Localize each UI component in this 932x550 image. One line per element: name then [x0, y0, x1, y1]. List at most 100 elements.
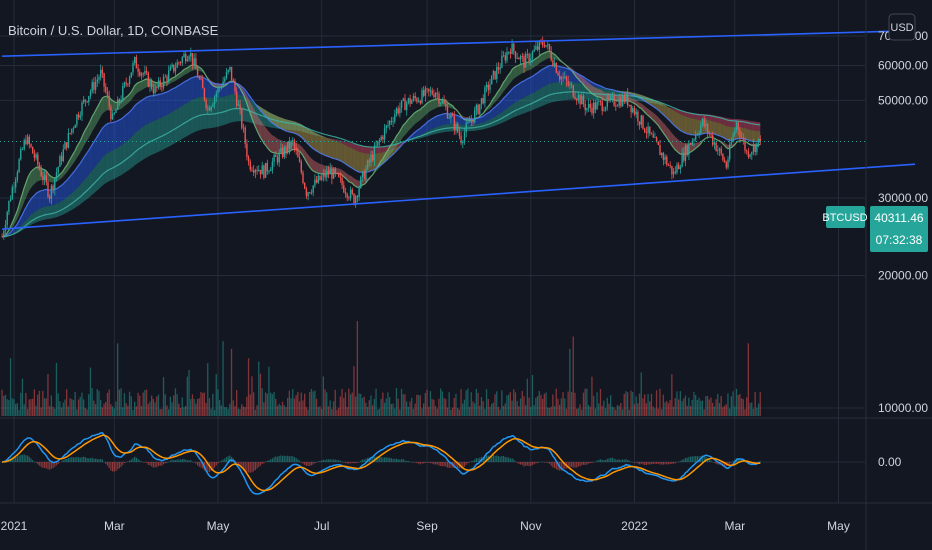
ribbon-segment	[177, 85, 179, 109]
channel-line[interactable]	[2, 163, 916, 230]
volume-bar	[361, 398, 364, 416]
ribbon-segment	[671, 109, 674, 125]
candle	[232, 78, 234, 82]
histogram-bar	[372, 457, 374, 462]
volume-bar	[292, 389, 294, 416]
ribbon-segment	[535, 72, 538, 92]
candle-body	[217, 87, 219, 94]
ribbon-segment	[155, 119, 157, 154]
candle-body	[230, 66, 233, 81]
candle	[191, 53, 194, 70]
candle-body	[615, 105, 617, 107]
candle-body	[633, 108, 636, 115]
histogram-bar	[30, 458, 32, 462]
candle	[118, 98, 121, 106]
volume-bar	[504, 403, 506, 416]
ribbon-segment	[320, 163, 322, 174]
ribbon-segment	[119, 145, 122, 177]
time-tick-label: Jul	[314, 519, 329, 533]
candle-body	[113, 112, 115, 115]
histogram-bar	[542, 461, 544, 463]
candle	[139, 68, 141, 78]
ribbon-segment	[270, 113, 273, 128]
ribbon-segment	[29, 199, 31, 217]
ribbon-segment	[663, 104, 666, 107]
candle	[198, 75, 200, 80]
candle-body	[523, 56, 525, 68]
candle-body	[372, 155, 374, 161]
histogram-bar	[679, 461, 681, 462]
ribbon-segment	[359, 145, 361, 153]
ribbon-segment	[413, 112, 416, 126]
candle-body	[309, 192, 311, 194]
candle	[598, 99, 600, 106]
currency-button[interactable]: USD	[888, 13, 916, 41]
candle-body	[402, 98, 404, 101]
currency-button-label[interactable]: USD	[890, 22, 913, 34]
volume-bar	[637, 403, 639, 416]
histogram-bar	[516, 462, 518, 463]
candle	[227, 69, 229, 75]
volume-bar	[181, 397, 183, 416]
currency-button-frame[interactable]	[888, 13, 916, 41]
ribbon-segment	[564, 81, 567, 101]
candle	[620, 93, 622, 108]
volume-bar	[615, 409, 617, 416]
candle	[610, 93, 612, 103]
ribbon-segment	[750, 120, 752, 131]
candle-body	[261, 165, 263, 175]
channel-line[interactable]	[2, 29, 916, 57]
candle	[603, 106, 605, 112]
histogram-bar	[407, 460, 409, 462]
histogram-bar	[547, 462, 549, 463]
candle	[615, 101, 617, 111]
candle-body	[698, 133, 700, 135]
ribbon-segment	[73, 189, 76, 209]
candle	[72, 126, 75, 134]
volume-bar	[553, 406, 556, 416]
volume-bar	[693, 391, 695, 416]
ribbon-segment	[741, 127, 744, 139]
histogram-bar	[588, 462, 590, 464]
candle	[411, 98, 413, 104]
volume-bar	[703, 409, 705, 416]
candle	[166, 74, 168, 87]
volume-bar	[230, 348, 233, 416]
volume-bar	[688, 397, 690, 416]
bar-countdown: 07:32:38	[876, 233, 923, 247]
candle	[110, 104, 112, 122]
ribbon-segment	[430, 118, 433, 130]
volume-bar	[236, 390, 238, 416]
histogram-bar	[433, 462, 435, 465]
ribbon-segment	[185, 80, 188, 104]
volume-bar	[25, 392, 27, 416]
ribbon-segment	[68, 194, 71, 212]
time-axis[interactable]: 2021 Mar May Jul Sep Nov 2022 Mar May	[1, 519, 850, 533]
ribbon-segment	[427, 120, 429, 132]
volume-bar	[593, 395, 595, 416]
histogram-bar	[582, 462, 585, 465]
histogram-bar	[88, 458, 90, 462]
candle	[77, 111, 80, 120]
histogram-bar	[601, 459, 603, 462]
ribbon-segment	[190, 99, 193, 134]
volume-bar	[287, 397, 289, 416]
candle	[550, 46, 552, 62]
candle	[79, 111, 81, 121]
histogram-bar	[426, 462, 428, 463]
histogram-bar	[324, 459, 326, 462]
candle	[562, 72, 564, 82]
histogram-bar	[112, 462, 114, 472]
ribbon-segment	[24, 207, 26, 223]
histogram-bar	[299, 460, 301, 462]
volume-bar	[130, 396, 132, 416]
trend-channel[interactable]	[2, 29, 916, 230]
volume-bar	[208, 398, 211, 416]
ribbon-segment	[340, 168, 343, 176]
ribbon-segment	[751, 121, 754, 131]
candle	[181, 55, 183, 67]
candle	[164, 74, 166, 78]
candle	[705, 118, 707, 131]
candle-body	[740, 137, 743, 139]
